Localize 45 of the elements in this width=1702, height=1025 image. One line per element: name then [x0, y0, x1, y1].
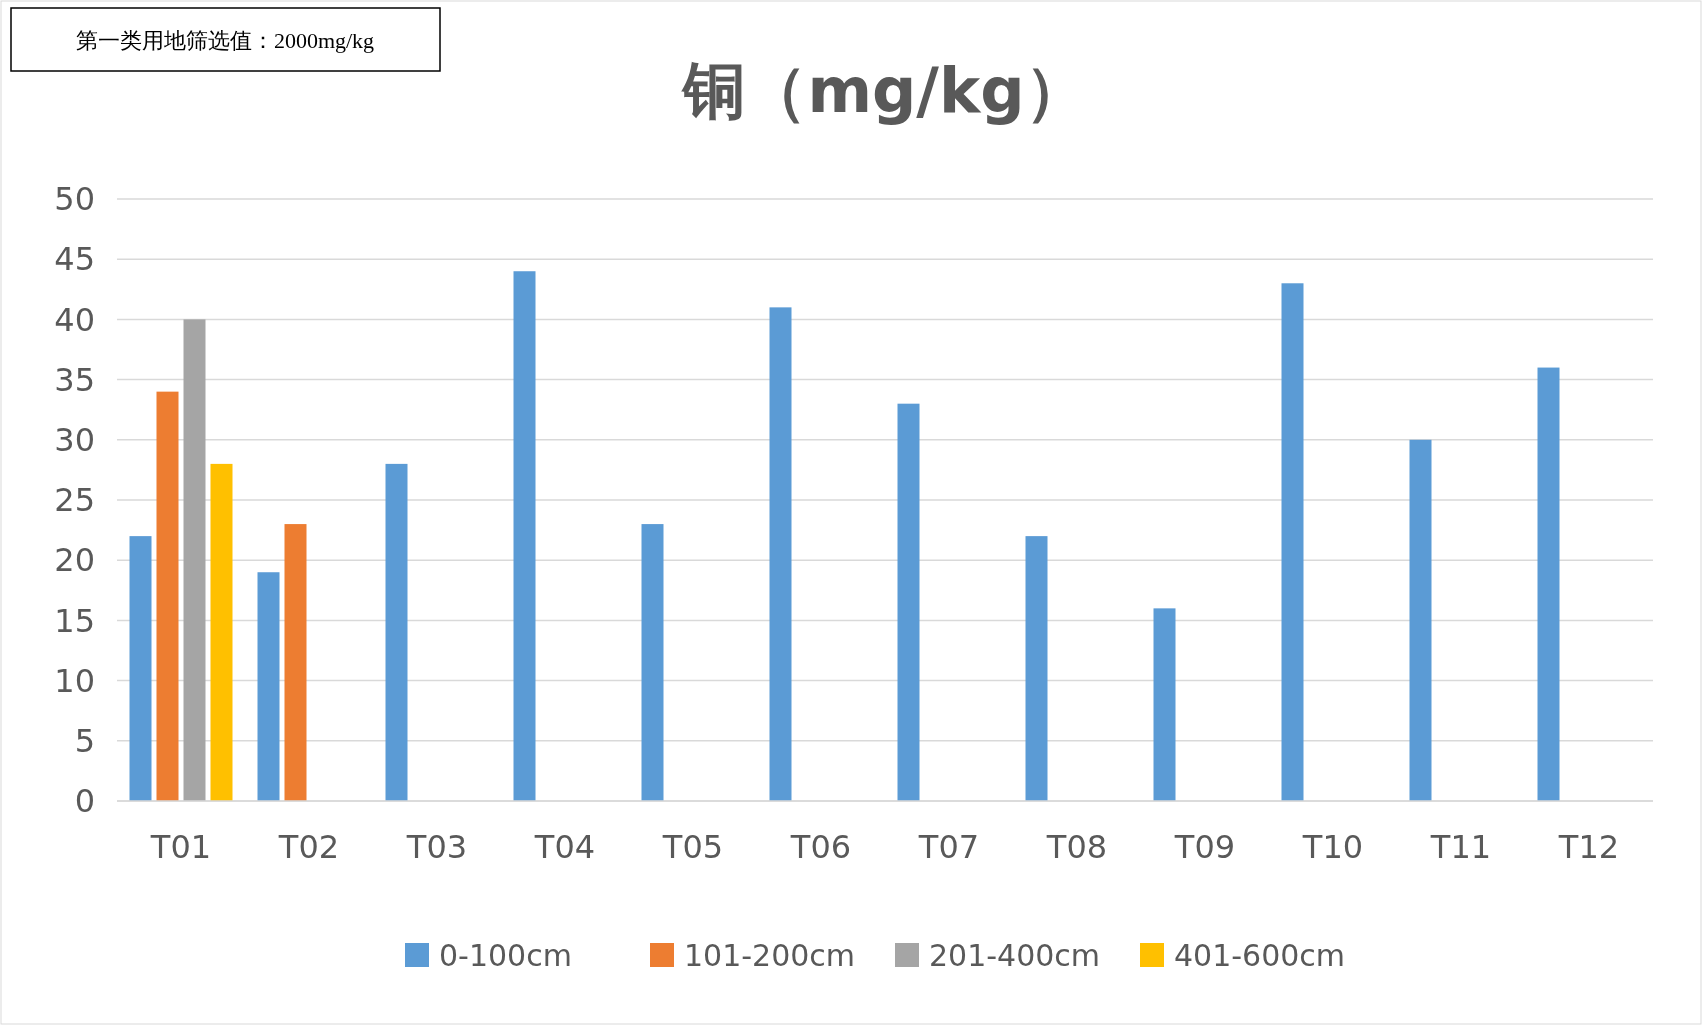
chart-title: 铜（mg/kg）	[681, 54, 1087, 127]
y-tick-label: 10	[54, 661, 95, 700]
x-tick-label: T02	[277, 828, 340, 866]
text: 第一类用地筛选值：2000mg/kg	[75, 27, 375, 53]
bar	[210, 463, 233, 801]
y-tick-label: 50	[54, 180, 95, 219]
bar	[1025, 536, 1048, 801]
x-tick-label: T12	[1557, 828, 1620, 866]
x-tick-label: T03	[405, 828, 468, 866]
bar	[183, 319, 206, 801]
x-tick-label: T04	[533, 828, 596, 866]
x-tick-label: T11	[1429, 828, 1492, 866]
x-tick-label: T01	[149, 828, 212, 866]
x-tick-label: T05	[661, 828, 724, 866]
y-tick-label: 45	[54, 240, 95, 279]
legend-label: 0-100cm	[439, 937, 572, 973]
x-tick-label: T10	[1301, 828, 1364, 866]
bar	[156, 391, 179, 801]
y-tick-label: 5	[74, 722, 95, 760]
x-tick-label: T08	[1045, 828, 1108, 866]
bar	[513, 271, 536, 801]
y-tick-label: 40	[54, 300, 95, 339]
x-tick-label: T09	[1173, 828, 1236, 866]
bar	[897, 403, 920, 801]
bar	[129, 536, 152, 801]
y-tick-label: 15	[54, 601, 95, 640]
bar	[284, 524, 307, 801]
y-tick-label: 30	[54, 421, 95, 459]
y-tick-label: 35	[54, 360, 95, 399]
bar	[1537, 367, 1560, 801]
bar	[1153, 608, 1176, 801]
legend-label: 101-200cm	[684, 937, 856, 973]
bar	[641, 524, 664, 801]
bar	[257, 572, 280, 801]
x-tick-label: T06	[789, 828, 852, 866]
y-tick-label: 25	[54, 481, 95, 520]
x-tick-label: T07	[917, 828, 980, 866]
bar	[385, 463, 408, 801]
legend-label: 401-600cm	[1174, 937, 1346, 973]
bar	[1281, 283, 1304, 801]
y-tick-label: 0	[74, 782, 95, 821]
legend-label: 201-400cm	[929, 937, 1101, 973]
bar	[769, 307, 792, 801]
bar	[1409, 439, 1432, 801]
y-tick-label: 20	[54, 541, 95, 580]
